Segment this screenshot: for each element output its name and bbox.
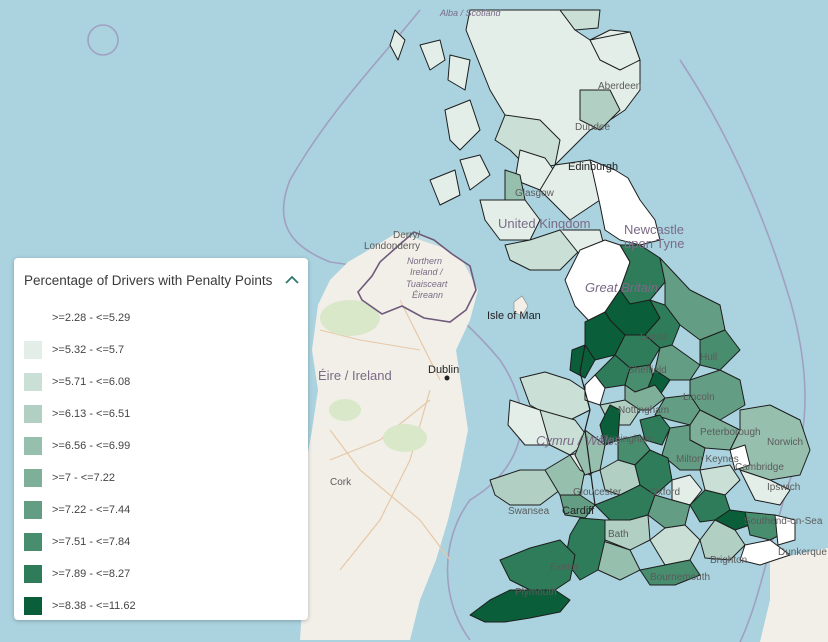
england-wales-border: [579, 344, 596, 506]
isle-of-man-land: [513, 295, 529, 317]
england-midlands-regions: [574, 374, 811, 506]
label-cymru: Cymru / Wales: [536, 433, 621, 448]
label-derry-2: Londonderry: [364, 241, 420, 252]
label-isle-of-man: Isle of Man: [487, 310, 541, 322]
label-birmingham: Birmingham: [600, 434, 653, 445]
label-cork: Cork: [330, 477, 352, 488]
legend-item: >=2.28 - <=5.29: [24, 302, 300, 334]
legend-swatch: [24, 373, 42, 391]
label-eire: Éire / Ireland: [318, 368, 392, 383]
legend-item-label: >=7 - <=7.22: [52, 472, 115, 484]
label-newcastle-2: upon Tyne: [624, 236, 684, 251]
label-norwich: Norwich: [767, 437, 803, 448]
label-united-kingdom: United Kingdom: [498, 216, 591, 231]
legend-item: >=7 - <=7.22: [24, 462, 300, 494]
england-south-regions: [469, 484, 796, 623]
label-hull: Hull: [700, 352, 717, 363]
label-dunkerque: Dunkerque: [778, 547, 827, 558]
label-bath: Bath: [608, 529, 629, 540]
legend-item-label: >=8.38 - <=11.62: [52, 600, 136, 612]
label-brighton: Brighton: [710, 555, 747, 566]
label-swansea: Swansea: [508, 506, 550, 517]
legend-item: >=7.89 - <=8.27: [24, 558, 300, 590]
label-bournemouth: Bournemouth: [650, 572, 710, 583]
label-lincoln: Lincoln: [683, 392, 715, 403]
chevron-up-icon[interactable]: [284, 272, 300, 288]
legend-item: >=7.22 - <=7.44: [24, 494, 300, 526]
label-milton-keynes: Milton Keynes: [676, 454, 739, 465]
ireland-land: [300, 232, 478, 640]
england-north-regions: [564, 239, 746, 421]
legend-item-label: >=2.28 - <=5.29: [52, 312, 131, 324]
label-edinburgh: Edinburgh: [568, 161, 618, 173]
label-ni-2: Ireland /: [410, 267, 444, 277]
legend-swatch: [24, 469, 42, 487]
label-ni-3: Tuaisceart: [406, 279, 448, 289]
label-dundee: Dundee: [575, 122, 610, 133]
legend-item-label: >=7.89 - <=8.27: [52, 568, 131, 580]
legend-item-label: >=7.22 - <=7.44: [52, 504, 131, 516]
label-dublin: Dublin: [428, 364, 459, 376]
label-peterborough: Peterborough: [700, 427, 761, 438]
legend-item-label: >=6.13 - <=6.51: [52, 408, 131, 420]
legend-title: Percentage of Drivers with Penalty Point…: [24, 272, 273, 288]
legend-item-label: >=7.51 - <=7.84: [52, 536, 131, 548]
legend-items: >=2.28 - <=5.29 >=5.32 - <=5.7 >=5.71 - …: [24, 302, 300, 622]
label-sheffield: Sheffield: [628, 365, 667, 376]
label-ni-1: Northern: [407, 256, 442, 266]
legend-swatch: [24, 533, 42, 551]
label-aberdeen: Aberdeen: [598, 81, 641, 92]
legend-item: >=6.56 - <=6.99: [24, 430, 300, 462]
scotland-regions: [389, 9, 661, 271]
label-cardiff: Cardiff: [562, 505, 595, 517]
label-ipswich: Ipswich: [767, 482, 800, 493]
legend-swatch: [24, 437, 42, 455]
label-glasgow: Glasgow: [515, 188, 555, 199]
label-alba: Alba / Scotland: [439, 8, 502, 18]
label-newcastle-1: Newcastle: [624, 222, 684, 237]
label-plymouth: Plymouth: [515, 587, 557, 598]
france-land: [760, 548, 828, 642]
legend-item: >=5.71 - <=6.08: [24, 366, 300, 398]
legend-swatch: [24, 405, 42, 423]
legend-item: >=8.38 - <=11.62: [24, 590, 300, 622]
legend-item: >=5.32 - <=5.7: [24, 334, 300, 366]
northern-ireland-boundary: [357, 231, 477, 323]
label-nottingham: Nottingham: [618, 405, 669, 416]
label-leeds: Leeds: [640, 332, 667, 343]
legend-item: >=7.51 - <=7.84: [24, 526, 300, 558]
label-exeter: Exeter: [550, 562, 580, 573]
legend-swatch: [24, 565, 42, 583]
legend-item-label: >=5.32 - <=5.7: [52, 344, 125, 356]
map-labels: Alba / Scotland Aberdeen Dundee Edinburg…: [318, 8, 827, 598]
label-southend: Southend-on-Sea: [744, 516, 823, 527]
legend-item: >=6.13 - <=6.51: [24, 398, 300, 430]
label-gloucester: Gloucester: [573, 487, 622, 498]
legend-swatch: [24, 597, 42, 615]
legend-panel: Percentage of Drivers with Penalty Point…: [14, 258, 308, 620]
legend-swatch: [24, 341, 42, 359]
legend-item-label: >=6.56 - <=6.99: [52, 440, 131, 452]
label-oxford: Oxford: [650, 487, 680, 498]
legend-item-label: >=5.71 - <=6.08: [52, 376, 131, 388]
legend-swatch: [24, 309, 42, 327]
legend-swatch: [24, 501, 42, 519]
legend-header[interactable]: Percentage of Drivers with Penalty Point…: [24, 270, 300, 290]
label-derry-1: Derry/: [393, 230, 420, 241]
label-cambridge: Cambridge: [735, 462, 784, 473]
label-ni-4: Éireann: [412, 290, 443, 300]
label-great-britain: Great Britain: [585, 280, 658, 295]
